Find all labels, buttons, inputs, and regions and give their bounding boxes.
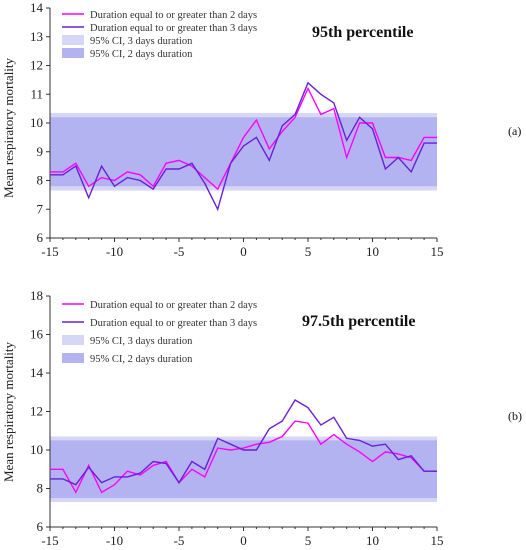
y-tick-label: 9: [37, 144, 44, 159]
y-tick-label: 6: [37, 230, 44, 245]
legend-2day-line-text-a: Duration equal to or greater than 2 days: [90, 10, 257, 21]
x-tick-label: 15: [431, 244, 444, 259]
x-tick-label: -15: [41, 244, 58, 259]
y-tick-label: 10: [30, 115, 43, 130]
y-tick-label: 7: [37, 201, 44, 216]
chart-panel-b: 6 8 10 12 14 16 18 -15 -10 -5 0 5 10 15 Duration equal…: [30, 288, 444, 548]
y-tick-label: 12: [30, 404, 43, 419]
y-tick-label: 12: [30, 58, 43, 73]
series-line-2day-b: [50, 420, 437, 494]
y-tick-label: 14: [30, 365, 44, 380]
legend-ci-3day-text-a: 95% CI, 3 days duration: [90, 36, 193, 47]
x-tick-label: 10: [366, 244, 379, 259]
legend-ci-3day-swatch-b: [62, 335, 84, 345]
y-axis-label-b: Mean respiratory mortality: [1, 341, 16, 482]
y-tick-label: 13: [30, 29, 43, 44]
x-tick-label: -5: [174, 244, 185, 259]
y-tick-label: 16: [30, 327, 44, 342]
x-tick-label: 0: [240, 244, 247, 259]
y-tick-label: 8: [37, 481, 44, 496]
x-tick-label: -10: [106, 533, 123, 548]
x-tick-label: 0: [240, 533, 247, 548]
x-tick-label: -10: [106, 244, 123, 259]
legend-ci-2day-text-a: 95% CI, 2 days duration: [90, 49, 193, 60]
panel-label-a: (a): [508, 124, 521, 138]
legend-ci-2day-swatch-a: [62, 48, 84, 58]
series-line-2day-a: [50, 86, 437, 191]
legend-3day-line-text-a: Duration equal to or greater than 3 days: [90, 23, 257, 34]
legend-ci-3day-swatch-a: [62, 35, 84, 45]
x-tick-label: 5: [305, 533, 312, 548]
series-line-3day-b: [50, 399, 437, 486]
y-tick-label: 6: [37, 519, 44, 534]
x-tick-label: 15: [431, 533, 444, 548]
y-axis-label-a: Mean respiratory mortality: [1, 57, 16, 198]
panel-label-b: (b): [508, 409, 522, 423]
y-tick-label: 18: [30, 288, 43, 303]
y-tick-label: 8: [37, 173, 44, 188]
y-tick-label: 14: [30, 0, 44, 15]
x-tick-label: -5: [174, 533, 185, 548]
y-tick-label: 10: [30, 442, 43, 457]
legend-2day-line-text-b: Duration equal to or greater than 2 days: [90, 300, 257, 311]
ci-band-2day-b: [50, 440, 437, 499]
legend-ci-2day-text-b: 95% CI, 2 days duration: [90, 354, 193, 365]
x-tick-label: 10: [366, 533, 379, 548]
x-tick-label: 5: [305, 244, 312, 259]
panel-title-b: 97.5th percentile: [302, 313, 415, 330]
legend-ci-2day-swatch-b: [62, 353, 84, 363]
y-tick-label: 11: [30, 86, 43, 101]
chart-panel-a: 6 7 8 9 10 11 12 13 14 -15 -10 -5 0 5 10 15 Duration equ…: [30, 0, 444, 259]
panel-title-a: 95th percentile: [312, 24, 413, 41]
legend-ci-3day-text-b: 95% CI, 3 days duration: [90, 336, 193, 347]
legend-3day-line-text-b: Duration equal to or greater than 3 days: [90, 318, 257, 329]
series-line-3day-a: [50, 81, 437, 212]
x-tick-label: -15: [41, 533, 58, 548]
